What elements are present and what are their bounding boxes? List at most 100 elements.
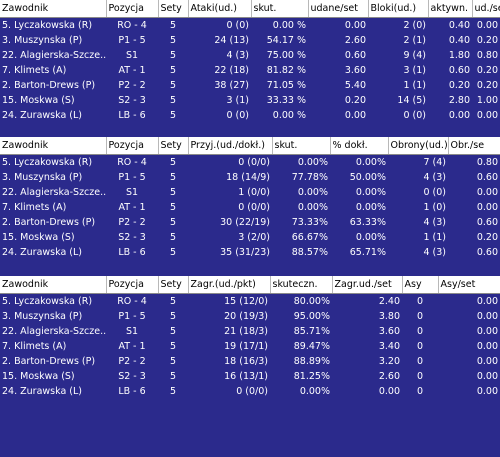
stat-cell: S1 (125, 326, 139, 337)
stat-cell: 5 (169, 356, 177, 367)
column-header[interactable]: Pozycja (106, 137, 159, 155)
stat-cell: 0 (0) (226, 20, 249, 31)
column-header[interactable]: udane/set (308, 0, 369, 18)
column-header[interactable]: Sety (158, 137, 189, 155)
table-row[interactable]: 22. Alagierska-Szcze... S1 5 4 (3) 75.00 % 0.… (0, 48, 500, 63)
column-header[interactable]: Sety (158, 0, 189, 18)
player-name-cell: 15. Moskwa (S) (2, 95, 75, 106)
stat-cell: 5 (169, 202, 177, 213)
column-header[interactable]: Ataki(ud.) (188, 0, 252, 18)
stat-cell: P1 - 5 (118, 35, 146, 46)
stat-cell: 4 (3) (423, 172, 446, 183)
column-header[interactable]: Asy/set (438, 276, 500, 294)
stat-cell: 24 (13) (214, 35, 249, 46)
column-header[interactable]: aktywn. (428, 0, 473, 18)
stat-cell: 0.00 % (272, 20, 306, 31)
table-row[interactable]: 3. Muszynska (P) P1 - 5 5 20 (19/3) 95.00% 3.… (0, 309, 500, 324)
column-header[interactable]: Zagr.ud./set (332, 276, 403, 294)
stat-cell: 5 (169, 157, 177, 168)
stat-cell: 2.80 (448, 95, 470, 106)
table-row[interactable]: 3. Muszynska (P) P1 - 5 5 24 (13) 54.17 % 2.6… (0, 33, 500, 48)
player-name-cell: 15. Moskwa (S) (2, 232, 75, 243)
stat-cell: 73.33% (291, 217, 328, 228)
table-row[interactable]: 5. Lyczakowska (R) RO - 4 5 0 (0) 0.00 % 0.00… (0, 18, 500, 34)
player-name-cell: 5. Lyczakowska (R) (2, 296, 93, 307)
stat-cell: 5 (169, 217, 177, 228)
stat-cell: 88.89% (293, 356, 330, 367)
stat-cell: S1 (125, 50, 139, 61)
stat-cell: 0.00 (476, 356, 498, 367)
table-row[interactable]: 22. Alagierska-Szcze... S1 5 1 (0/0) 0.00% 0.… (0, 185, 500, 200)
stat-cell: 0 (416, 296, 424, 307)
stat-cell: 1.00 (476, 95, 498, 106)
player-name-cell: 3. Muszynska (P) (2, 172, 83, 183)
stat-cell: 18 (16/3) (224, 356, 268, 367)
stat-cell: 0.20 (476, 80, 498, 91)
stat-cell: 54.17 % (266, 35, 306, 46)
stat-cell: 0.00 (476, 110, 498, 121)
column-header[interactable]: Pozycja (106, 276, 159, 294)
stat-cell: S2 - 3 (118, 95, 146, 106)
table-row[interactable]: 22. Alagierska-Szcze... S1 5 21 (18/3) 85.71… (0, 324, 500, 339)
table-row[interactable]: 2. Barton-Drews (P) P2 - 2 5 30 (22/19) 73.3… (0, 215, 500, 230)
stat-cell: 5 (169, 95, 177, 106)
stat-cell: 0.00% (299, 386, 330, 397)
stat-cell: 35 (31/23) (220, 247, 270, 258)
stat-cell: 5 (169, 20, 177, 31)
column-header[interactable]: Przyj.(ud./dokł.) (188, 137, 273, 155)
stat-cell: AT - 1 (118, 202, 146, 213)
table-row[interactable]: 5. Lyczakowska (R) RO - 4 5 15 (12/0) 80.00%… (0, 294, 500, 310)
column-header[interactable]: skuteczn. (270, 276, 333, 294)
column-header[interactable]: Zawodnik (0, 0, 107, 18)
column-header[interactable]: skut. (251, 0, 309, 18)
column-header[interactable]: Bloki(ud.) (368, 0, 429, 18)
player-name-cell: 22. Alagierska-Szcze... (2, 326, 106, 337)
column-header[interactable]: Zawodnik (0, 276, 107, 294)
table-row[interactable]: 24. Zurawska (L) LB - 6 5 35 (31/23) 88.57% 6… (0, 245, 500, 260)
table-row[interactable]: 15. Moskwa (S) S2 - 3 5 16 (13/1) 81.25% 2.60… (0, 369, 500, 384)
stat-cell: 5 (169, 311, 177, 322)
stat-cell: P2 - 2 (118, 217, 146, 228)
column-header[interactable]: ud./se (472, 0, 500, 18)
stat-cell: 5 (169, 65, 177, 76)
table-row[interactable]: 3. Muszynska (P) P1 - 5 5 18 (14/9) 77.78% 50… (0, 170, 500, 185)
stat-cell: 0.00 (476, 326, 498, 337)
table-body: 5. Lyczakowska (R) RO - 4 5 0 (0/0) 0.00% 0.0… (0, 155, 500, 261)
table-row[interactable]: 5. Lyczakowska (R) RO - 4 5 0 (0/0) 0.00% 0.0… (0, 155, 500, 171)
stat-cell: 0.00 (476, 187, 498, 198)
reception-stats-table: Zawodnik Pozycja Sety Przyj.(ud./dokł.) … (0, 137, 500, 260)
column-header[interactable]: Obrony(ud.) (388, 137, 449, 155)
player-name-cell: 7. Klimets (A) (2, 341, 67, 352)
table-row[interactable]: 15. Moskwa (S) S2 - 3 5 3 (1) 33.33 % 0.20 14 … (0, 93, 500, 108)
stat-cell: 0 (416, 311, 424, 322)
table-row[interactable]: 2. Barton-Drews (P) P2 - 2 5 18 (16/3) 88.89… (0, 354, 500, 369)
table-row[interactable]: 7. Klimets (A) AT - 1 5 22 (18) 81.82 % 3.60 3… (0, 63, 500, 78)
stat-cell: 65.71% (349, 247, 386, 258)
column-header[interactable]: % dokł. (330, 137, 389, 155)
stat-cell: 0 (0) (403, 110, 426, 121)
stat-cell: 15 (12/0) (224, 296, 268, 307)
column-header[interactable]: skut. (272, 137, 331, 155)
stat-cell: 38 (27) (214, 80, 249, 91)
stat-cell: 0 (416, 341, 424, 352)
stat-cell: 0.00 (344, 110, 366, 121)
stat-cell: 4 (3) (423, 247, 446, 258)
column-header[interactable]: Zawodnik (0, 137, 107, 155)
table-row[interactable]: 7. Klimets (A) AT - 1 5 0 (0/0) 0.00% 0.00% 1 … (0, 200, 500, 215)
column-header[interactable]: Obr./se (448, 137, 500, 155)
column-header[interactable]: Sety (158, 276, 189, 294)
stat-cell: 50.00% (349, 172, 386, 183)
table-row[interactable]: 24. Zurawska (L) LB - 6 5 0 (0/0) 0.00% 0.00 0… (0, 384, 500, 399)
column-header[interactable]: Pozycja (106, 0, 159, 18)
table-row[interactable]: 15. Moskwa (S) S2 - 3 5 3 (2/0) 66.67% 0.00% 1… (0, 230, 500, 245)
stat-cell: S1 (125, 187, 139, 198)
stat-cell: 89.47% (293, 341, 330, 352)
stat-cell: 0.00 (476, 386, 498, 397)
player-name-cell: 7. Klimets (A) (2, 65, 67, 76)
table-row[interactable]: 2. Barton-Drews (P) P2 - 2 5 38 (27) 71.05 %… (0, 78, 500, 93)
table-row[interactable]: 7. Klimets (A) AT - 1 5 19 (17/1) 89.47% 3.40… (0, 339, 500, 354)
table-row[interactable]: 24. Zurawska (L) LB - 6 5 0 (0) 0.00 % 0.00 0 … (0, 108, 500, 123)
stat-cell: 0.00 (476, 371, 498, 382)
column-header[interactable]: Asy (402, 276, 439, 294)
column-header[interactable]: Zagr.(ud./pkt) (188, 276, 271, 294)
